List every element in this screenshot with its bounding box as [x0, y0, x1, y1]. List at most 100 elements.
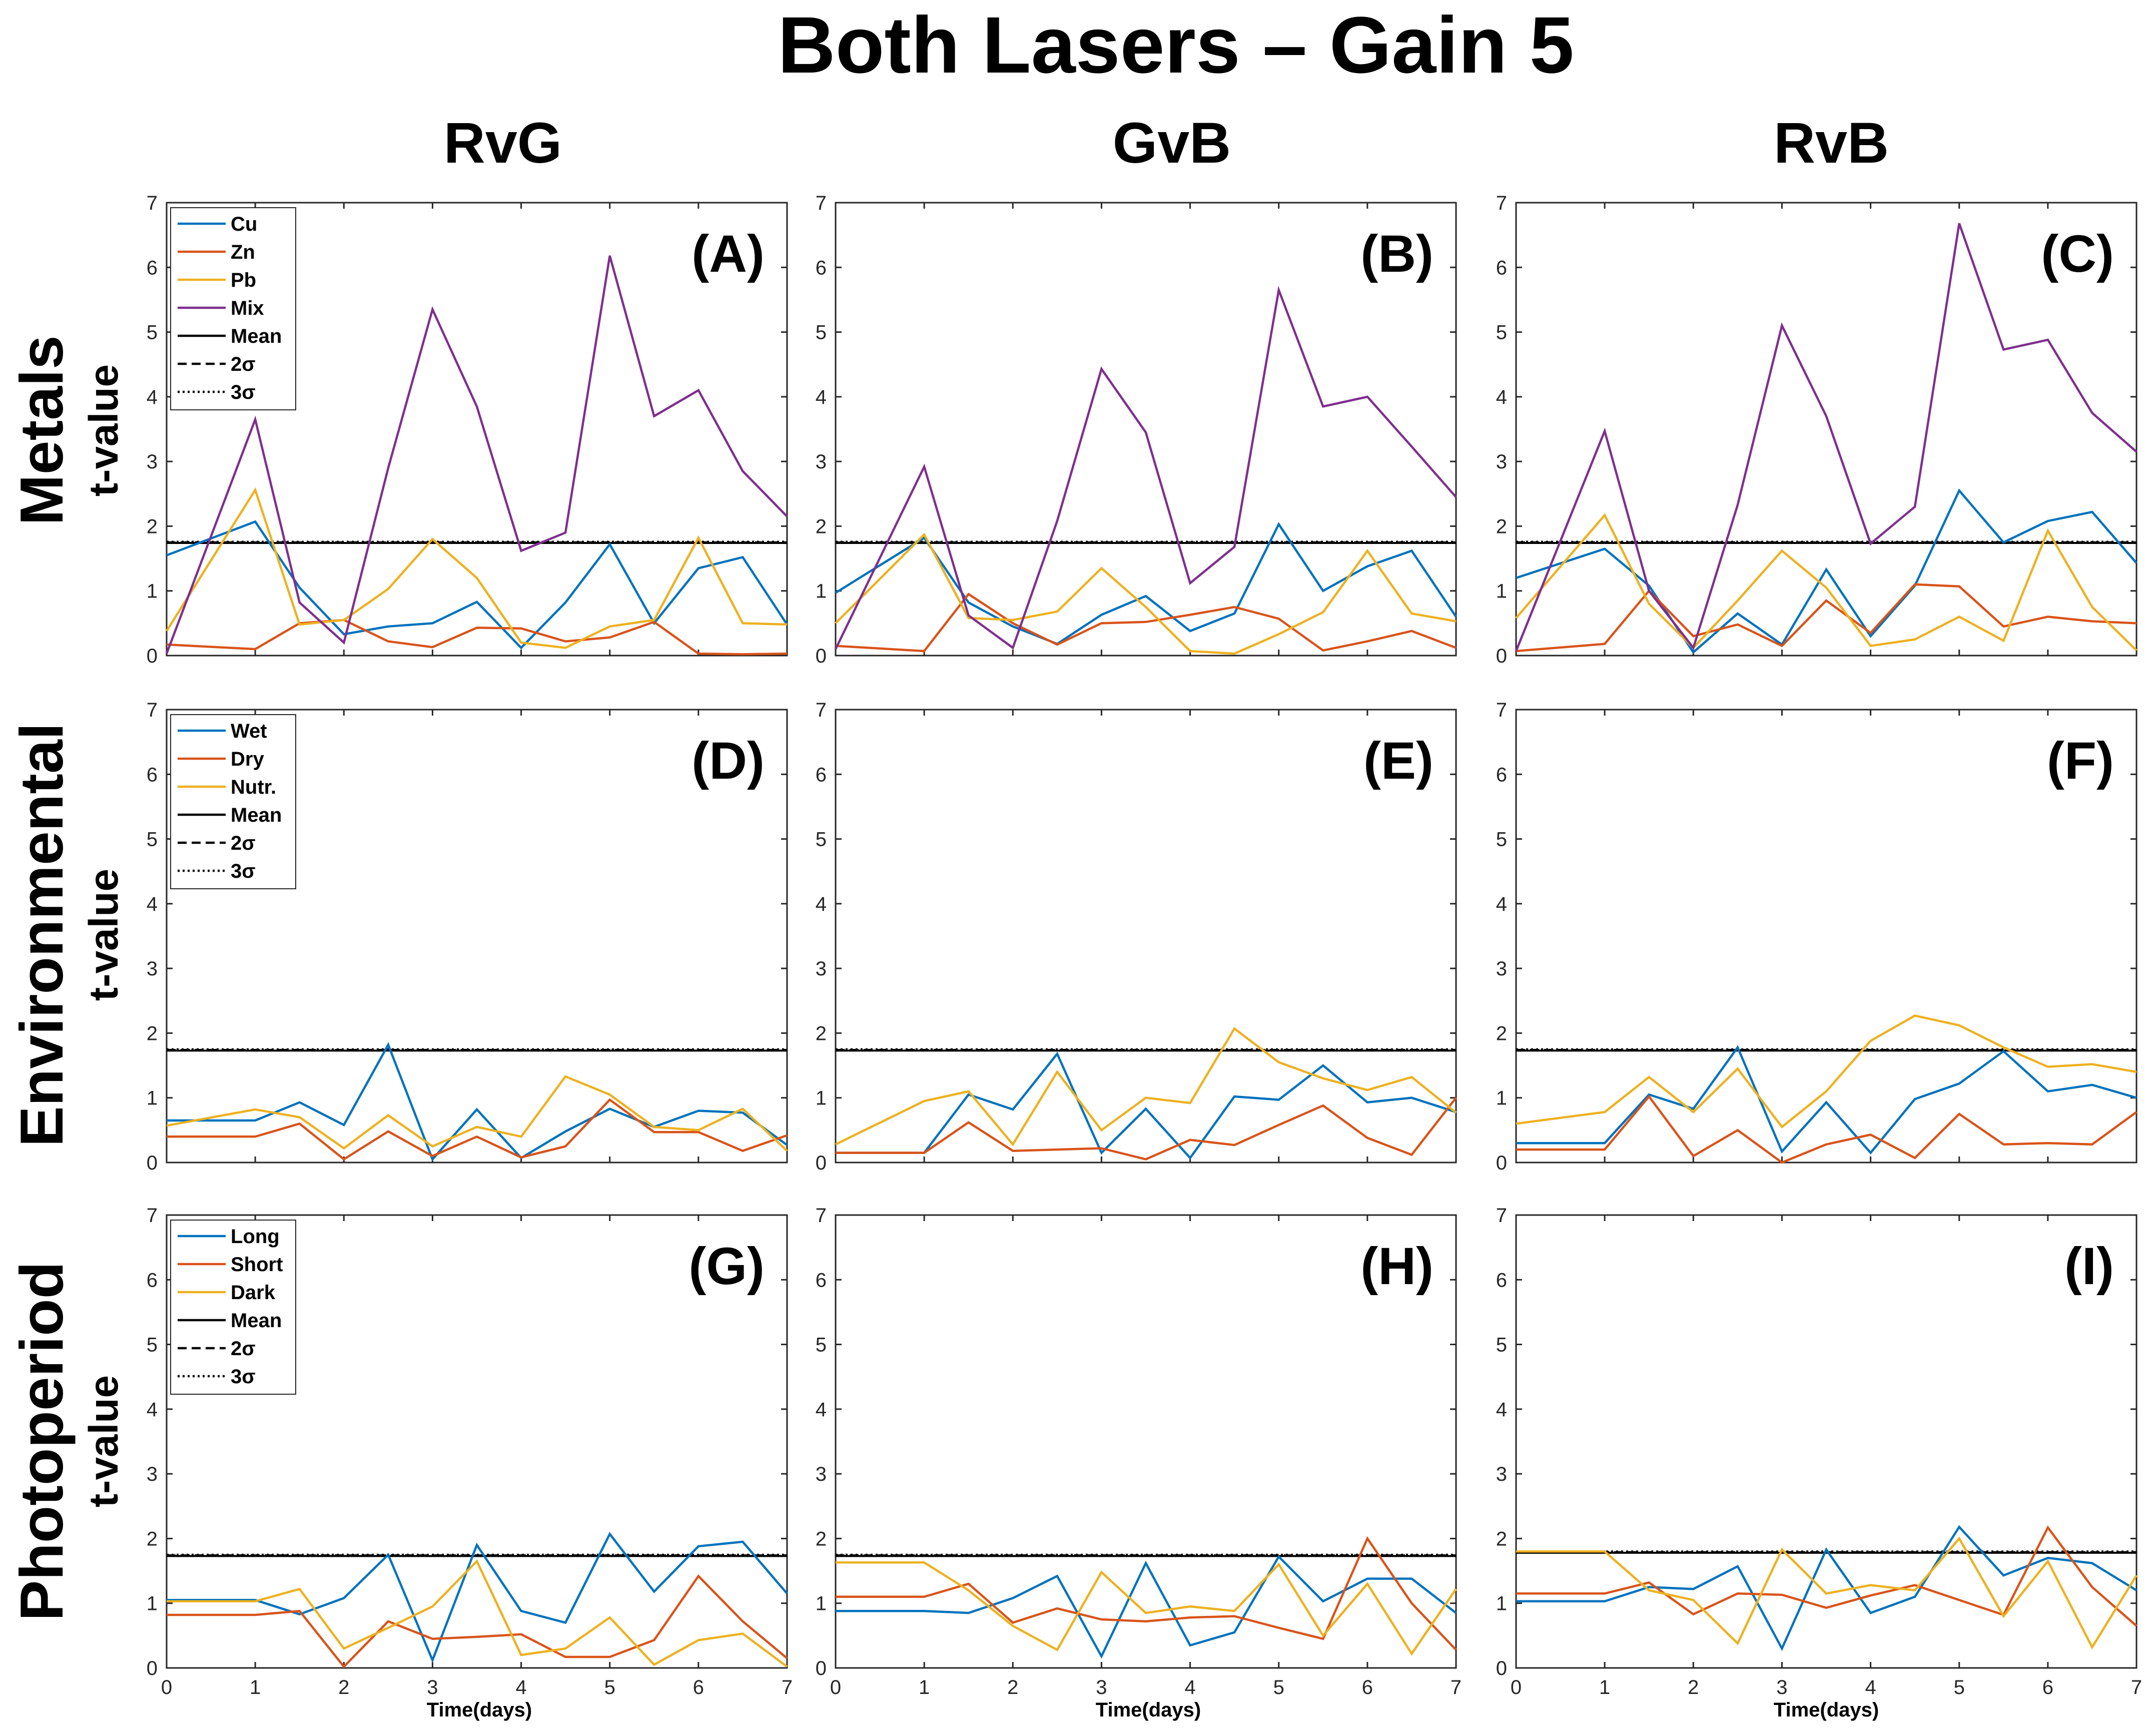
panel-e-ytick-label: 2: [816, 1022, 827, 1044]
panel-g-ytick-label: 4: [147, 1399, 158, 1421]
panel-e-series-nutr: [835, 1027, 1457, 1146]
panel-e-ytick-label: 4: [816, 893, 827, 915]
panel-i-ytick-label: 7: [1496, 1205, 1507, 1227]
panel-e-ytick-label: 7: [816, 699, 827, 721]
panel-b-ytick-label: 1: [816, 581, 827, 603]
panel-h-xtick-label: 7: [1451, 1676, 1462, 1698]
panel-g-ytick-label: 2: [147, 1528, 158, 1550]
panel-a-series-mix: [165, 255, 788, 654]
panel-f-ytick-label: 2: [1496, 1022, 1507, 1044]
panel-i-xtick-label: 2: [1688, 1676, 1699, 1698]
legend-label: Dark: [231, 1282, 276, 1304]
panel-a-ytick-label: 6: [147, 257, 158, 279]
panel-b-frame: [835, 202, 1457, 657]
panel-b-ytick-label: 2: [816, 515, 827, 537]
panel-i-xtick-label: 6: [2042, 1676, 2053, 1698]
panel-f-series-wet: [1516, 1045, 2137, 1155]
panel-h-ytick-label: 0: [816, 1657, 827, 1679]
panel-g-ytick-label: 7: [147, 1205, 158, 1227]
panel-g-label: (G): [688, 1237, 765, 1296]
figure-title: Both Lasers – Gain 5: [778, 0, 1574, 90]
panel-h-label: (H): [1360, 1237, 1434, 1296]
panel-g-ytick-label: 5: [147, 1334, 158, 1356]
panel-i-ytick-label: 0: [1496, 1657, 1507, 1679]
panel-h-xtick-label: 6: [1362, 1676, 1373, 1698]
panel-f-ytick-label: 6: [1496, 764, 1507, 786]
panel-e: 0 1 2 3 4 5 6 7 (E): [816, 699, 1457, 1174]
panel-i-xtick-label: 0: [1511, 1676, 1522, 1698]
panel-d-series-dry: [167, 1098, 788, 1161]
panel-i-label: (I): [2064, 1237, 2114, 1296]
panel-g-series-dark: [167, 1559, 788, 1668]
panel-a-legend: Cu Zn Pb Mix Mean 2σ 3σ: [170, 207, 296, 410]
panel-d-legend-box: [170, 714, 296, 889]
panel-h-ytick-label: 7: [816, 1205, 827, 1227]
row-ylabel-environmental: t-value: [81, 869, 127, 1001]
panel-i: 0 1 2 3 4 5 6 7 0 1 2 3 4 5 6 7 (I): [1496, 1205, 2142, 1698]
legend-label: Cu: [231, 213, 257, 235]
panel-h-series-dark: [836, 1561, 1457, 1656]
panel-d-series-nutr: [166, 1075, 788, 1152]
panel-h-series-long: [836, 1554, 1457, 1659]
panel-c-ytick-label: 6: [1496, 257, 1507, 279]
panel-b-ytick-label: 5: [816, 322, 827, 344]
row-ylabel-metals: t-value: [81, 364, 127, 496]
panel-h-xtick-label: 1: [919, 1676, 930, 1698]
panel-i-xtick-label: 5: [1954, 1676, 1965, 1698]
panel-c-ytick-label: 1: [1496, 581, 1507, 603]
panel-h-ytick-label: 4: [816, 1399, 827, 1421]
panel-h-ytick-label: 3: [816, 1463, 827, 1485]
legend-label: Nutr.: [231, 776, 276, 798]
panel-b-ytick-label: 0: [816, 645, 827, 667]
panel-e-label: (E): [1363, 732, 1434, 790]
panel-i-series-dark: [1516, 1536, 2137, 1650]
panel-i-xtick-label: 4: [1865, 1676, 1876, 1698]
panel-e-ytick-label: 6: [816, 764, 827, 786]
panel-b-series-cu: [835, 522, 1457, 646]
panel-a-label: (A): [691, 225, 765, 283]
panel-c-series-pb: [1515, 513, 2137, 652]
panel-f: 0 1 2 3 4 5 6 7 (F): [1496, 699, 2137, 1174]
row-ylabel-photoperiod: t-value: [81, 1375, 127, 1507]
panel-a-ytick-label: 3: [147, 451, 158, 473]
panel-g-xtick-label: 7: [782, 1676, 793, 1698]
panel-g-ytick-label: 6: [147, 1269, 158, 1291]
panel-d-ytick-label: 3: [147, 958, 158, 980]
panel-f-series-nutr: [1516, 1014, 2137, 1129]
panel-h: 0 1 2 3 4 5 6 7 0 1 2 3 4 5 6 7 (H): [816, 1205, 1462, 1698]
panel-d-ytick-label: 1: [147, 1087, 158, 1109]
panel-d-series-wet: [167, 1042, 788, 1162]
panel-e-ytick-label: 3: [816, 958, 827, 980]
panel-d-ytick-label: 0: [147, 1152, 158, 1174]
legend-label: Mean: [231, 804, 282, 826]
panel-g-legend: Long Short Dark Mean 2σ 3σ: [170, 1220, 296, 1395]
panel-g-xtick-label: 0: [161, 1676, 172, 1698]
panel-a-ytick-label: 7: [147, 192, 158, 214]
panel-b-ytick-label: 3: [816, 451, 827, 473]
panel-a-ytick-label: 2: [147, 515, 158, 537]
panel-g-ytick-label: 3: [147, 1463, 158, 1485]
panel-f-series-dry: [1516, 1094, 2137, 1164]
column-title-rvb: RvB: [1774, 111, 1889, 175]
panel-i-ytick-label: 1: [1496, 1593, 1507, 1615]
panel-h-series-short: [836, 1536, 1457, 1651]
panel-b-series-zn: [835, 593, 1457, 653]
panel-d-legend: Wet Dry Nutr. Mean 2σ 3σ: [170, 714, 296, 889]
panel-d-label: (D): [691, 732, 765, 790]
panel-i-ytick-label: 4: [1496, 1399, 1507, 1421]
column-title-rvg: RvG: [444, 111, 562, 175]
panel-g-series-short: [167, 1574, 788, 1668]
panel-a-ytick-label: 5: [147, 322, 158, 344]
panel-i-ytick-label: 6: [1496, 1269, 1507, 1291]
panel-f-ytick-label: 0: [1496, 1152, 1507, 1174]
panel-h-ytick-label: 5: [816, 1334, 827, 1356]
panel-g-xtick-label: 1: [250, 1676, 261, 1698]
panel-b-ytick-label: 7: [816, 192, 827, 214]
panel-h-ytick-label: 2: [816, 1528, 827, 1550]
panel-g-xtick-label: 2: [338, 1676, 349, 1698]
panel-g-legend-box: [170, 1220, 296, 1395]
panel-b-series-pb: [835, 532, 1457, 655]
panel-c-ytick-label: 7: [1496, 192, 1507, 214]
panel-i-xtick-label: 1: [1599, 1676, 1610, 1698]
